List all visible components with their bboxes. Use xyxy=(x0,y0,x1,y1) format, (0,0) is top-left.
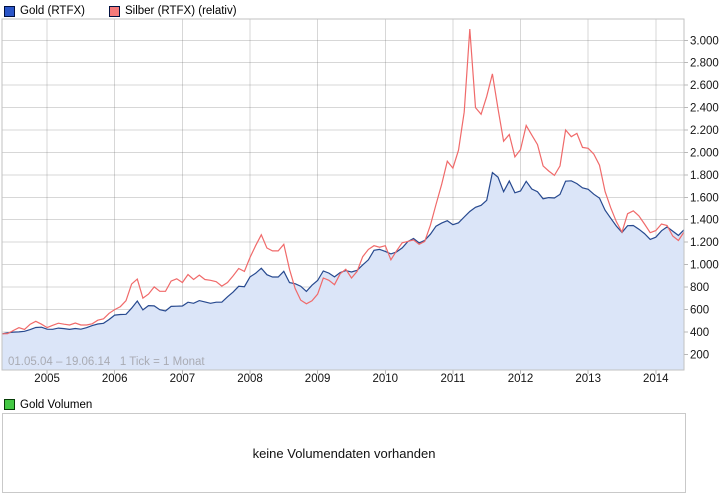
volume-legend-label: Gold Volumen xyxy=(20,398,93,411)
silber-line xyxy=(1,29,685,335)
y-axis-label: 2.200 xyxy=(690,125,719,137)
series-lines xyxy=(1,29,685,370)
x-axis-label: 2011 xyxy=(441,373,466,385)
y-axis-label: 800 xyxy=(690,282,709,294)
y-axis-label: 2.400 xyxy=(690,103,719,115)
y-axis-label: 2.600 xyxy=(690,80,719,92)
gold-area-fill xyxy=(2,172,684,370)
x-axis-label: 2013 xyxy=(575,373,601,385)
volume-panel: keine Volumendaten vorhanden xyxy=(2,413,686,493)
y-axis-label: 2.800 xyxy=(690,58,719,70)
no-volume-message: keine Volumendaten vorhanden xyxy=(252,445,436,461)
y-axis-label: 1.600 xyxy=(690,192,719,204)
y-axis-label: 600 xyxy=(690,304,709,316)
x-axis-label: 2006 xyxy=(102,373,128,385)
volume-swatch-icon xyxy=(4,399,15,410)
x-axis-label: 2012 xyxy=(508,373,534,385)
price-chart[interactable]: 200 400 600 800 1.000 1.200 1.400 1.600 1.800 2.0… xyxy=(0,18,726,390)
legend-label-silber: Silber (RTFX) (relativ) xyxy=(124,5,237,17)
y-axis-label: 1.000 xyxy=(690,260,719,272)
x-axis-label: 2007 xyxy=(170,373,196,385)
y-axis-label: 2.000 xyxy=(690,147,719,159)
x-axis-label: 2008 xyxy=(237,373,263,385)
x-axis-label: 2009 xyxy=(305,373,331,385)
price-chart-legend: Gold (RTFX) Silber (RTFX) (relativ) xyxy=(0,0,726,18)
y-axis-label: 200 xyxy=(690,349,709,361)
x-axis-label: 2005 xyxy=(34,373,60,385)
legend-item-gold[interactable]: Gold (RTFX) xyxy=(4,5,85,17)
legend-label-gold: Gold (RTFX) xyxy=(20,5,85,17)
x-axis-label: 2010 xyxy=(373,373,399,385)
date-range-note: 01.05.04 – 19.06.14 1 Tick = 1 Monat xyxy=(8,356,205,368)
silber-series-swatch-icon xyxy=(108,5,120,17)
x-axis-label: 2014 xyxy=(643,373,669,385)
y-axis-label: 1.800 xyxy=(690,170,719,182)
y-axis-label: 400 xyxy=(690,327,709,339)
y-axis-label: 1.400 xyxy=(690,215,719,227)
axis-labels: 200 400 600 800 1.000 1.200 1.400 1.600 1.800 2.0… xyxy=(1,18,719,385)
gold-series-swatch-icon xyxy=(4,5,15,17)
y-axis-label: 3.000 xyxy=(690,35,719,47)
legend-item-silber[interactable]: Silber (RTFX) (relativ) xyxy=(108,5,237,17)
y-axis-label: 1.200 xyxy=(690,237,719,249)
volume-legend[interactable]: Gold Volumen xyxy=(4,398,726,411)
